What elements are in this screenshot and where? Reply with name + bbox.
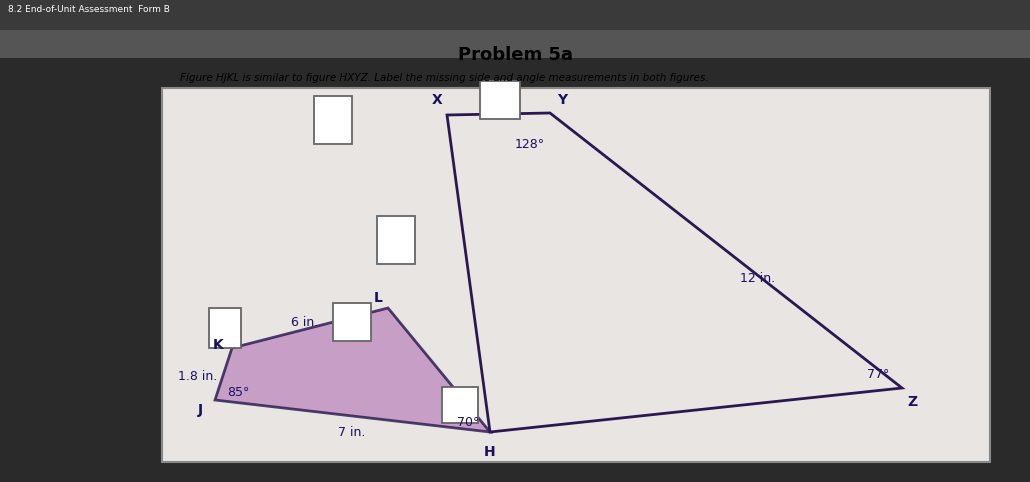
Text: H: H <box>484 445 495 459</box>
FancyBboxPatch shape <box>377 216 415 264</box>
FancyBboxPatch shape <box>333 303 371 341</box>
Text: K: K <box>212 338 224 352</box>
FancyBboxPatch shape <box>0 30 1030 58</box>
Text: 85°: 85° <box>227 386 249 399</box>
Text: 12 in.: 12 in. <box>741 271 776 284</box>
Text: J: J <box>198 403 203 417</box>
Text: X: X <box>432 93 442 107</box>
Text: Figure HJKL is similar to figure HXYZ. Label the missing side and angle measurem: Figure HJKL is similar to figure HXYZ. L… <box>180 73 709 83</box>
Text: 77°: 77° <box>867 369 889 381</box>
FancyBboxPatch shape <box>480 81 520 119</box>
Text: 1.8 in.: 1.8 in. <box>178 371 217 384</box>
Text: Y: Y <box>557 93 568 107</box>
Text: 7 in.: 7 in. <box>338 426 366 439</box>
Text: Z: Z <box>907 395 917 409</box>
FancyBboxPatch shape <box>0 0 1030 30</box>
FancyBboxPatch shape <box>162 88 990 462</box>
Text: L: L <box>374 291 382 305</box>
Text: Problem 5a: Problem 5a <box>457 46 573 64</box>
Text: 128°: 128° <box>515 138 545 151</box>
Text: 6 in.: 6 in. <box>291 316 318 329</box>
Text: 8.2 End-of-Unit Assessment  Form B: 8.2 End-of-Unit Assessment Form B <box>8 5 170 14</box>
FancyBboxPatch shape <box>442 387 478 423</box>
FancyBboxPatch shape <box>314 96 352 144</box>
Polygon shape <box>215 308 490 432</box>
FancyBboxPatch shape <box>209 308 241 348</box>
Text: 70°: 70° <box>457 415 479 428</box>
